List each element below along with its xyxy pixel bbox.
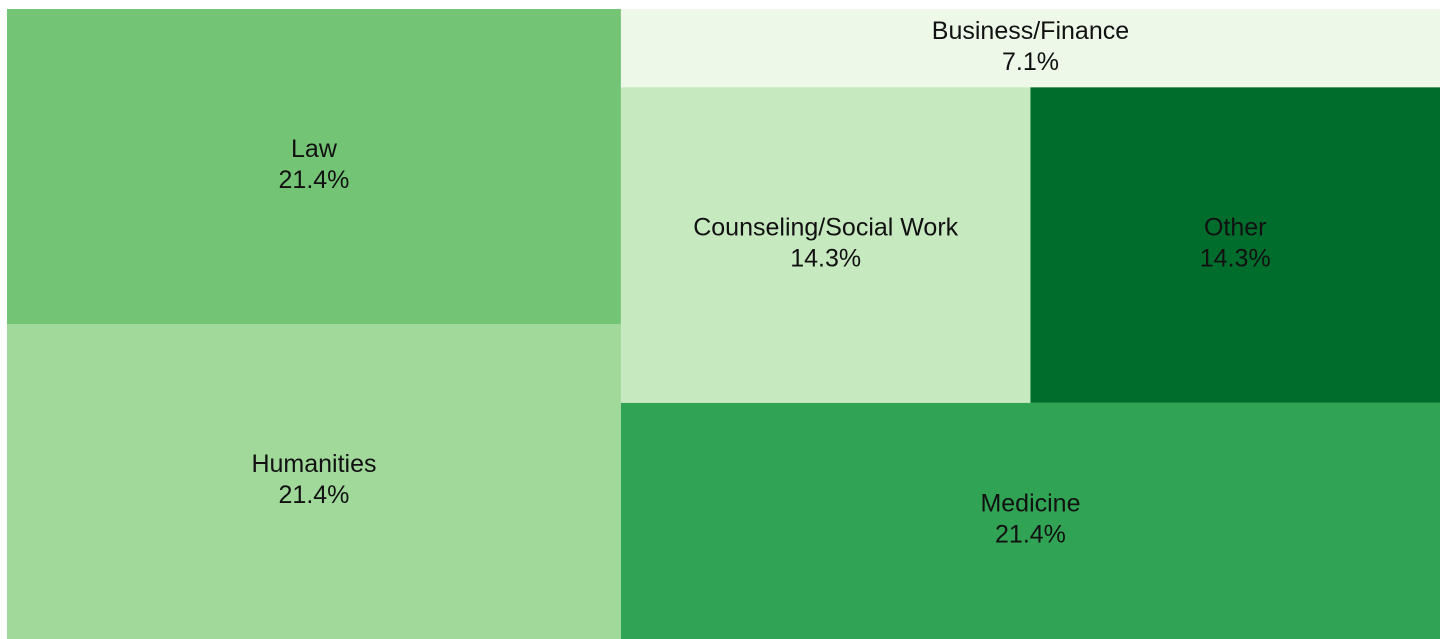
tile-value-label: 14.3% [790, 245, 861, 273]
tile-label: Law [291, 135, 338, 163]
tile-value-label: 21.4% [995, 521, 1066, 549]
tile-value-label: 21.4% [279, 166, 350, 194]
tile [7, 9, 621, 324]
tile [1030, 87, 1440, 403]
tile-label: Humanities [251, 450, 376, 478]
tile-value-label: 7.1% [1002, 48, 1059, 76]
tile [620, 87, 1031, 403]
tile [7, 324, 621, 639]
tile [620, 9, 1440, 88]
tile-label: Business/Finance [932, 17, 1129, 45]
tile [620, 402, 1440, 639]
tile-label: Other [1204, 214, 1267, 242]
tile-label: Counseling/Social Work [693, 214, 958, 242]
tile-value-label: 14.3% [1200, 245, 1271, 273]
tile-label: Medicine [980, 490, 1080, 518]
tile-value-label: 21.4% [279, 481, 350, 509]
